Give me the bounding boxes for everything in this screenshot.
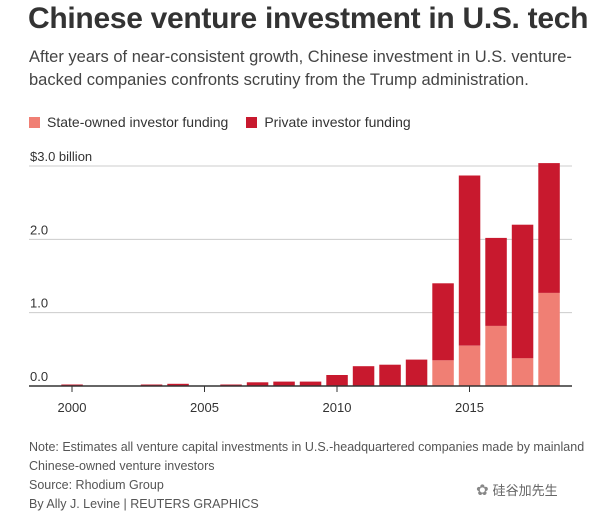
bar-state-owned [485, 325, 507, 386]
legend-item-state: State-owned investor funding [29, 114, 228, 130]
chart-subtitle: After years of near-consistent growth, C… [29, 48, 572, 89]
bar-state-owned [538, 292, 560, 386]
x-tick-label: 2005 [190, 400, 219, 415]
watermark-text: 硅谷加先生 [492, 483, 558, 498]
legend-item-private: Private investor funding [246, 114, 411, 130]
bar-private [167, 383, 189, 386]
y-tick-label: 0.0 [30, 369, 48, 384]
x-tick-label: 2015 [455, 400, 484, 415]
byline: By Ally J. Levine | REUTERS GRAPHICS [29, 497, 259, 511]
bar-private [432, 283, 454, 361]
note-line-1: Note: Estimates all venture capital inve… [29, 440, 585, 454]
bar-state-owned [432, 360, 454, 386]
bar-private [405, 359, 428, 386]
wechat-icon: ✿ [476, 481, 489, 499]
x-tick-label: 2000 [58, 400, 87, 415]
chart-legend: State-owned investor funding Private inv… [29, 114, 429, 130]
bar-private [299, 381, 322, 386]
bar-private [511, 224, 534, 359]
legend-label-private: Private investor funding [264, 114, 411, 130]
bar-private [538, 163, 560, 293]
y-tick-label: 2.0 [30, 222, 48, 237]
x-tick-label: 2010 [323, 400, 352, 415]
bar-chart: $3.0 billion 2.0 1.0 0.0 2000 2005 2010 2015 [29, 149, 572, 415]
legend-label-state: State-owned investor funding [47, 114, 229, 130]
bar-state-owned [511, 358, 534, 386]
watermark: ✿ 硅谷加先生 [476, 480, 558, 499]
legend-swatch-state [29, 116, 40, 128]
bar-private [458, 175, 481, 346]
bar-state-owned [458, 345, 481, 386]
bar-private [485, 237, 507, 326]
source-line: Source: Rhodium Group [29, 478, 164, 492]
chart-notes: Note: Estimates all venture capital inve… [29, 438, 599, 514]
note-line-2: Chinese-owned venture investors [29, 459, 215, 473]
bar-private [246, 382, 269, 386]
y-tick-label: $3.0 billion [30, 149, 92, 164]
bar-private [326, 375, 348, 386]
legend-swatch-private [246, 116, 258, 128]
chart-title: Chinese venture investment in U.S. tech [28, 2, 589, 35]
bar-private [352, 366, 375, 386]
bar-private [273, 381, 295, 386]
y-tick-label: 1.0 [30, 296, 48, 311]
bar-private [379, 364, 401, 386]
